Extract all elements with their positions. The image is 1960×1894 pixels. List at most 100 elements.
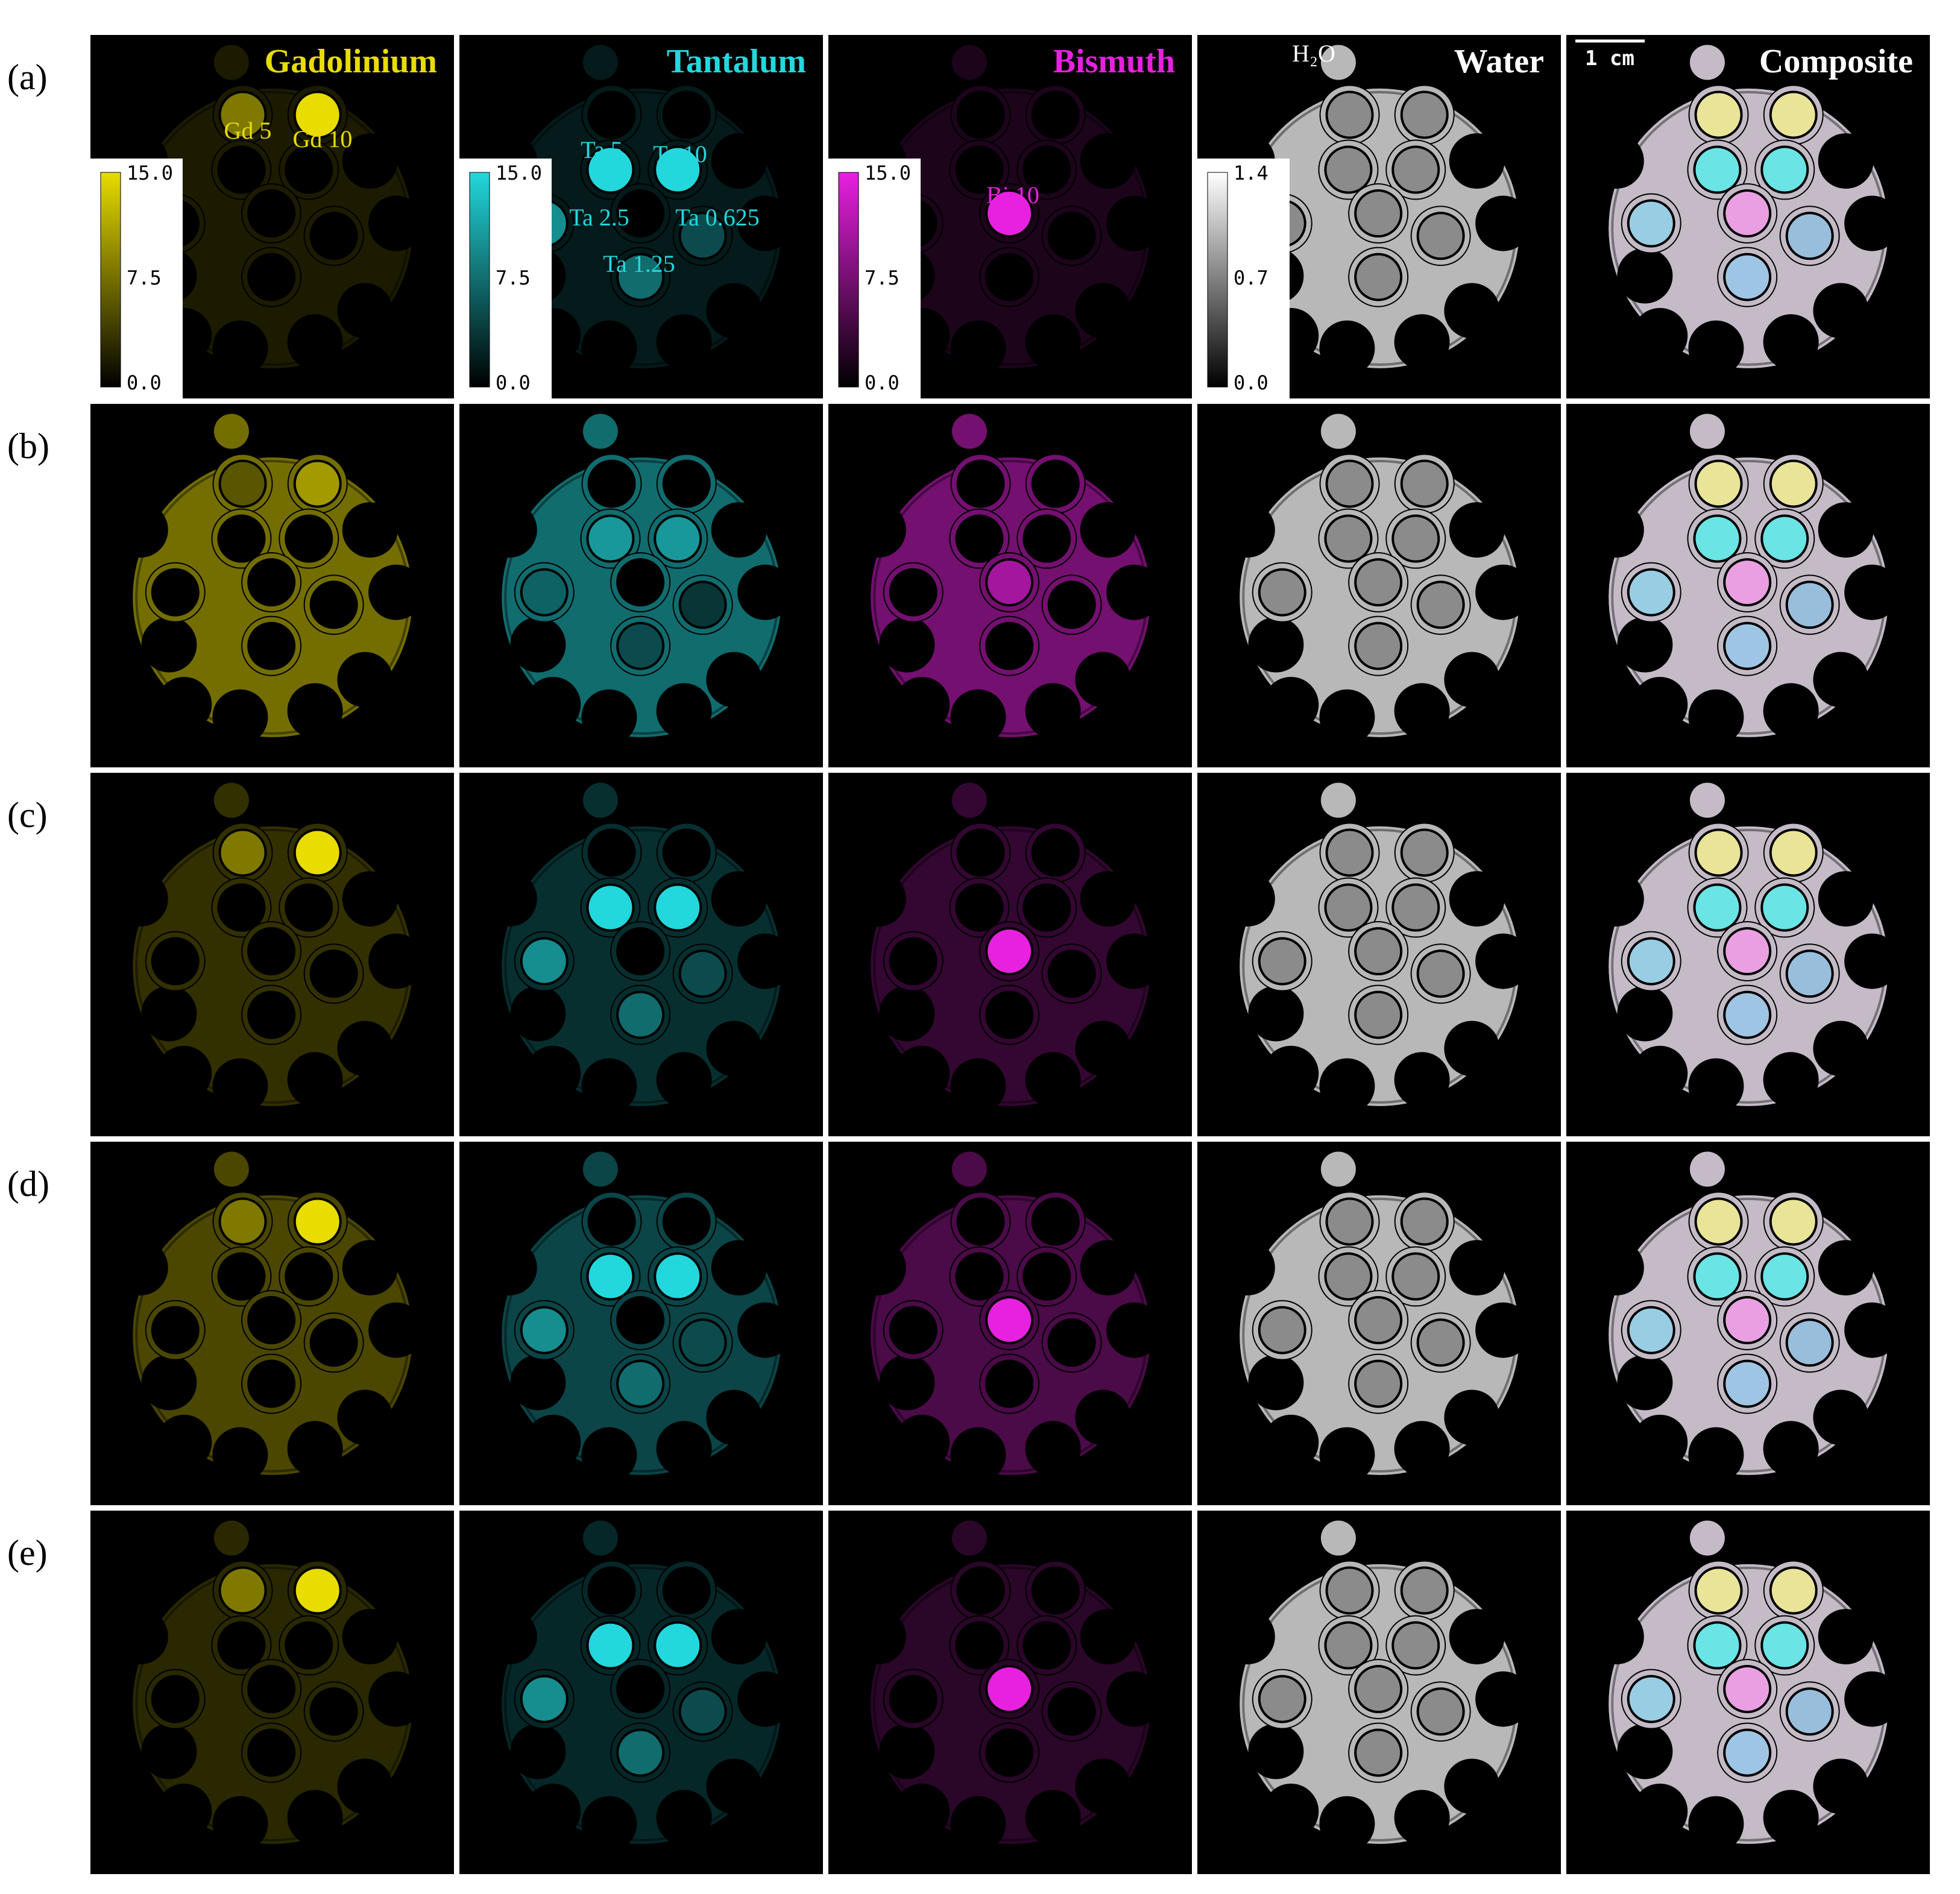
water-vial xyxy=(1689,1151,1725,1187)
vial xyxy=(959,1568,1003,1612)
vial-ring xyxy=(1018,140,1076,199)
vial xyxy=(221,462,265,506)
vial xyxy=(681,952,725,996)
vial xyxy=(1394,886,1438,930)
vial-ring xyxy=(146,1670,204,1728)
vial xyxy=(619,993,663,1037)
water-vial xyxy=(582,45,618,80)
vial-ring xyxy=(1349,986,1408,1044)
vial-ring xyxy=(1756,140,1814,199)
vial xyxy=(959,93,1003,137)
vial-ring xyxy=(1622,1301,1680,1359)
colorbar-tick-label: 0.0 xyxy=(496,371,531,394)
hole xyxy=(711,1240,767,1296)
vial xyxy=(1725,993,1769,1037)
vial-ring xyxy=(212,140,271,199)
vial xyxy=(1788,952,1832,996)
vial xyxy=(1260,570,1304,614)
vial-ring xyxy=(1411,207,1470,265)
vial xyxy=(1357,930,1401,974)
hole xyxy=(368,195,424,251)
vial xyxy=(988,624,1032,668)
hole xyxy=(1025,1790,1081,1846)
water-vial xyxy=(582,1151,618,1187)
vial-ring xyxy=(1622,932,1680,990)
vial-ring xyxy=(673,945,732,1003)
hole xyxy=(1813,283,1869,339)
vial xyxy=(957,886,1001,930)
hole xyxy=(879,617,935,673)
vial xyxy=(1357,624,1401,668)
hole xyxy=(1763,1052,1819,1108)
vial xyxy=(1695,517,1739,561)
vial xyxy=(287,1254,331,1298)
vial-ring xyxy=(1349,1354,1408,1413)
vial xyxy=(250,993,294,1037)
hole xyxy=(706,652,762,708)
phantom xyxy=(1588,414,1900,745)
vial xyxy=(522,1677,566,1721)
hole xyxy=(287,683,343,739)
vial xyxy=(1328,1200,1372,1244)
vial xyxy=(153,570,197,614)
hole xyxy=(1449,502,1505,558)
vial xyxy=(1025,1254,1069,1298)
image-panel xyxy=(1566,773,1930,1136)
vial xyxy=(287,886,331,930)
image-panel xyxy=(1197,773,1561,1136)
vial-ring xyxy=(884,932,942,990)
vial xyxy=(1695,1254,1739,1298)
vial-ring xyxy=(1756,1616,1814,1675)
vial xyxy=(959,831,1003,875)
vial-ring xyxy=(1253,932,1311,990)
phantom xyxy=(1588,45,1900,376)
vial-ring xyxy=(1042,1682,1101,1741)
water-vial xyxy=(213,1520,249,1556)
vial xyxy=(619,192,663,236)
hole xyxy=(1617,1354,1673,1411)
water-vial xyxy=(1320,45,1356,80)
image-panel: Composite 1 cm xyxy=(1566,35,1930,398)
vial xyxy=(1050,1321,1094,1365)
vial xyxy=(153,939,197,983)
vial-ring xyxy=(1349,1291,1408,1350)
vial-ring xyxy=(980,1291,1039,1350)
hole xyxy=(950,1058,1006,1114)
water-vial xyxy=(1320,1520,1356,1556)
vial-ring xyxy=(611,1723,670,1782)
vial xyxy=(312,1690,356,1734)
colorbar-tick-label: 7.5 xyxy=(865,266,900,289)
vial xyxy=(295,1200,339,1244)
hole xyxy=(656,683,712,739)
colorbar-tick-label: 7.5 xyxy=(127,266,162,289)
phantom xyxy=(1219,782,1531,1114)
vial-ring xyxy=(1718,1723,1777,1782)
vial xyxy=(1328,831,1372,875)
hole xyxy=(737,195,793,251)
vial xyxy=(295,1568,339,1612)
hole xyxy=(581,320,637,376)
vial-ring xyxy=(980,248,1039,306)
vial xyxy=(988,561,1032,605)
hole xyxy=(1844,1671,1900,1727)
vial-ring xyxy=(673,576,732,634)
hole xyxy=(1475,564,1531,620)
vial-ring xyxy=(1319,1616,1378,1675)
colorbar-tick-label: 0.7 xyxy=(1234,266,1268,289)
vial-ring xyxy=(146,1301,204,1359)
vial-ring xyxy=(1756,1247,1814,1306)
vial xyxy=(590,831,634,875)
vial xyxy=(1357,1298,1401,1342)
vial-ring xyxy=(1042,945,1101,1003)
hole xyxy=(1106,564,1162,620)
vial-ring xyxy=(1253,1301,1311,1359)
phantom xyxy=(1219,414,1531,745)
vial xyxy=(287,517,331,561)
vial-ring xyxy=(611,248,670,306)
colorbar: 1.4 0.7 0.0 xyxy=(1197,159,1290,398)
hole xyxy=(1449,133,1505,189)
vial xyxy=(1725,624,1769,668)
vial xyxy=(1326,886,1370,930)
image-panel xyxy=(828,1511,1192,1874)
hole xyxy=(141,1354,197,1411)
